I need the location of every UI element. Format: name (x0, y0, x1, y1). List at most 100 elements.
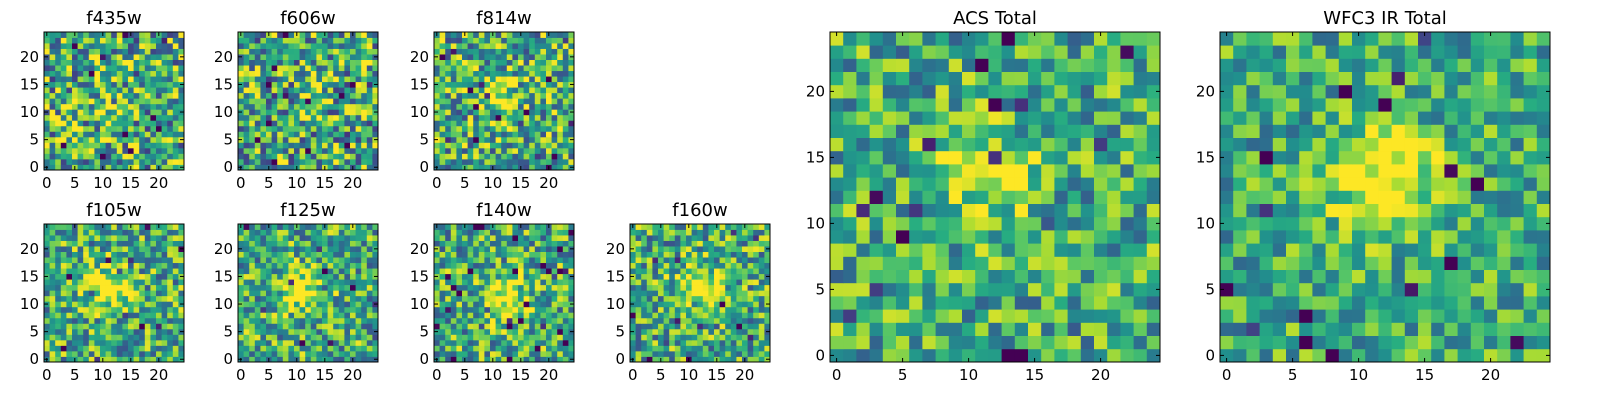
heatmap-cell (238, 43, 244, 49)
heatmap-cell (238, 295, 244, 302)
heatmap-cell (299, 43, 306, 49)
heatmap-cell (708, 328, 715, 335)
heatmap-cell (758, 334, 765, 341)
heatmap-cell (450, 32, 457, 38)
heatmap-cell (254, 246, 261, 252)
heatmap-cell (557, 48, 564, 55)
heatmap-cell (178, 350, 185, 357)
heatmap-cell (277, 312, 284, 319)
heatmap-cell (350, 147, 356, 154)
heatmap-cell (100, 273, 106, 280)
heatmap-cell (551, 54, 558, 60)
heatmap-cell (456, 147, 463, 154)
heatmap-cell (686, 345, 692, 352)
heatmap-cell (128, 147, 134, 154)
heatmap-cell (501, 356, 508, 363)
heatmap-cell (322, 48, 328, 55)
heatmap-cell (100, 92, 106, 99)
heatmap-cell (277, 70, 284, 77)
heatmap-cell (282, 356, 289, 363)
heatmap-cell (350, 229, 356, 236)
heatmap-cell (72, 246, 78, 252)
heatmap-cell (691, 339, 698, 346)
heatmap-cell (122, 92, 129, 99)
heatmap-cell (501, 268, 508, 275)
heatmap-cell (271, 246, 278, 252)
heatmap-cell (254, 295, 261, 302)
heatmap-cell (869, 243, 884, 257)
heatmap-cell (518, 268, 524, 275)
heatmap-cell (243, 235, 250, 241)
heatmap-cell (88, 334, 95, 341)
heatmap-cell (663, 339, 670, 346)
heatmap-cell (467, 317, 474, 324)
heatmap-cell (288, 301, 295, 308)
heatmap-cell (551, 70, 558, 77)
heatmap-cell (758, 246, 765, 252)
heatmap-cell (562, 98, 569, 105)
heatmap-cell (562, 224, 569, 230)
heatmap-cell (55, 164, 62, 171)
heatmap-cell (658, 268, 664, 275)
heatmap-cell (161, 312, 168, 319)
heatmap-cell (512, 323, 519, 330)
heatmap-cell (742, 323, 748, 330)
heatmap-cell (282, 125, 289, 132)
heatmap-cell (271, 323, 278, 330)
heatmap-cell (445, 103, 452, 110)
heatmap-cell (238, 103, 244, 110)
heatmap-cell (156, 109, 162, 116)
heatmap-cell (144, 323, 151, 330)
heatmap-cell (305, 37, 312, 44)
heatmap-cell (1001, 164, 1016, 178)
heatmap-cell (529, 290, 536, 297)
heatmap-cell (869, 164, 884, 178)
heatmap-cell (680, 229, 687, 236)
heatmap-cell (467, 54, 474, 60)
heatmap-cell (736, 290, 743, 297)
heatmap-cell (60, 246, 67, 252)
heatmap-cell (445, 295, 452, 302)
heatmap-cell (730, 290, 737, 297)
heatmap-cell (691, 295, 698, 302)
heatmap-cell (277, 356, 284, 363)
heatmap-cell (372, 350, 379, 357)
heatmap-cell (557, 142, 564, 149)
heatmap-cell (60, 81, 67, 88)
heatmap-cell (490, 246, 496, 252)
heatmap-cell (150, 114, 157, 121)
heatmap-cell (484, 273, 491, 280)
heatmap-cell (1133, 335, 1148, 350)
heatmap-cell (691, 328, 698, 335)
heatmap-cell (674, 246, 681, 252)
heatmap-cell (691, 323, 698, 330)
heatmap-cell (669, 229, 676, 236)
heatmap-cell (495, 224, 502, 230)
heatmap-cell (674, 268, 681, 275)
heatmap-cell (327, 37, 334, 44)
heatmap-cell (646, 251, 653, 258)
heatmap-cell (506, 103, 513, 110)
heatmap-cell (100, 153, 106, 160)
heatmap-cell (512, 109, 519, 116)
heatmap-cell (366, 147, 373, 154)
heatmap-cell (562, 59, 569, 66)
heatmap-cell (49, 279, 56, 286)
heatmap-cell (562, 345, 569, 352)
heatmap-cell (697, 279, 704, 286)
heatmap-cell (506, 262, 513, 269)
heatmap-cell (495, 81, 502, 88)
heatmap-cell (1094, 335, 1108, 350)
heatmap-cell (456, 65, 463, 72)
heatmap-cell (338, 317, 345, 324)
heatmap-cell (1014, 335, 1029, 350)
heatmap-cell (506, 147, 513, 154)
heatmap-cell (730, 268, 737, 275)
heatmap-cell (266, 257, 272, 264)
heatmap-cell (338, 65, 345, 72)
heatmap-cell (361, 339, 368, 346)
heatmap-cell (355, 142, 362, 149)
heatmap-cell (467, 251, 474, 258)
heatmap-cell (534, 257, 541, 264)
